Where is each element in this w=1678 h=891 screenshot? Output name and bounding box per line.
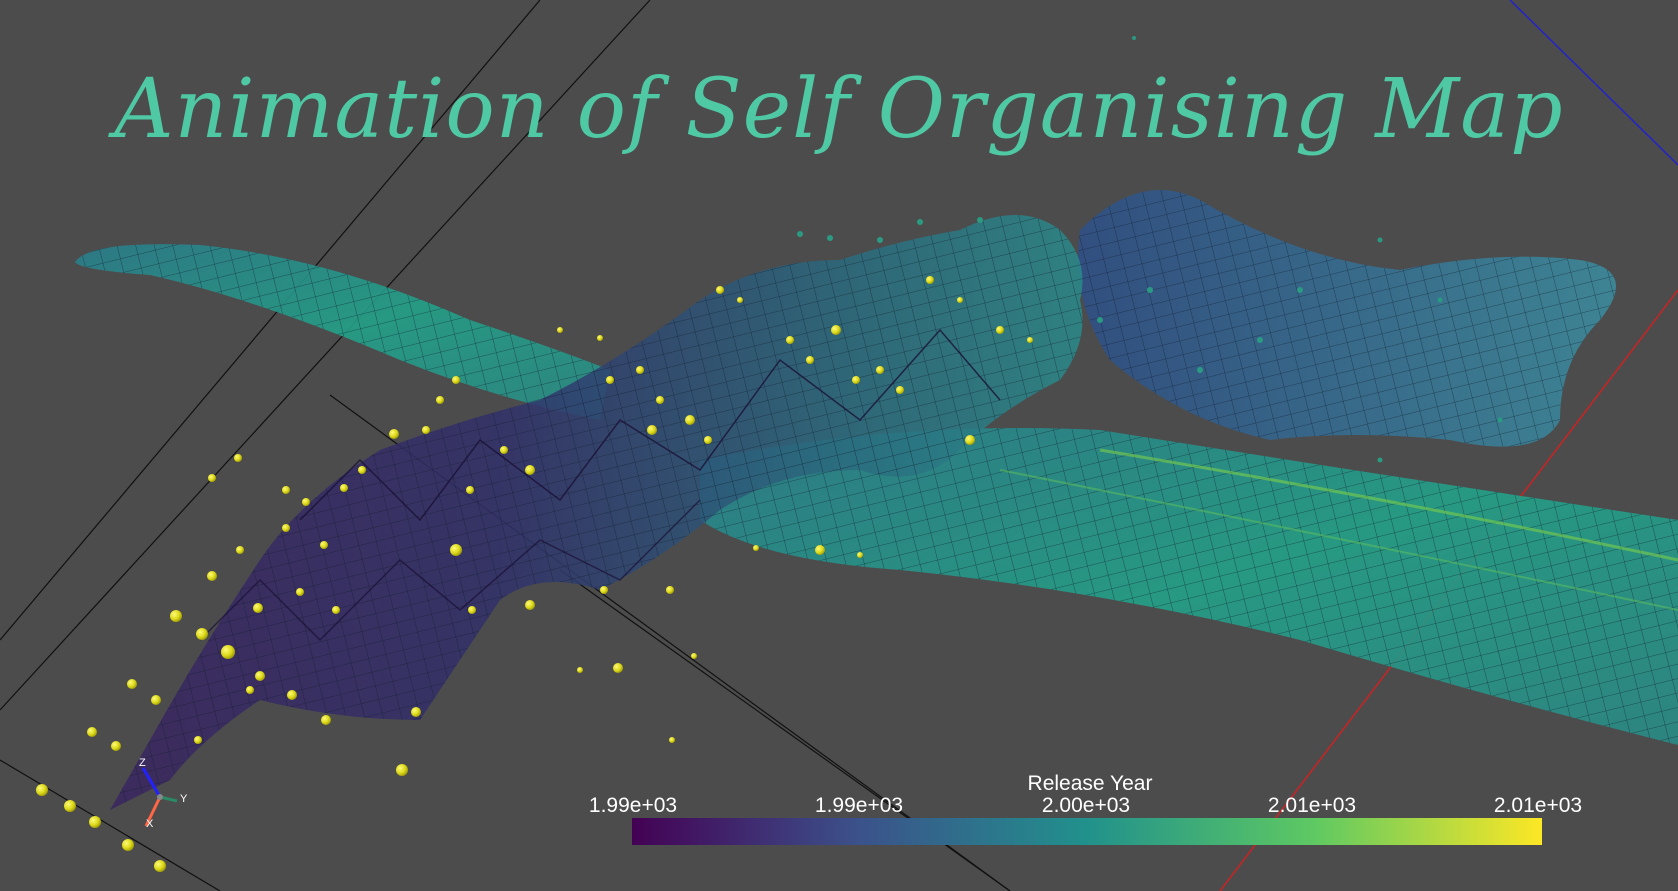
data-points-teal — [797, 36, 1503, 463]
som-surface-right-ribbon — [700, 428, 1678, 745]
colorbar-tick-label: 2.01e+03 — [1267, 794, 1357, 817]
colorbar-tick-label: 2.01e+03 — [1493, 794, 1583, 817]
colorbar-tick-label: 2.00e+03 — [1041, 794, 1131, 817]
orientation-axes-widget — [141, 767, 178, 827]
colorbar-gradient — [632, 818, 1542, 845]
som-surface-center — [110, 215, 1083, 810]
axis-label-x: X — [146, 818, 154, 830]
data-points — [36, 276, 1033, 872]
colorbar-tick-label: 1.99e+03 — [588, 794, 678, 817]
axis-line-blue — [1509, 0, 1678, 166]
som-surface-left-ribbon — [75, 244, 610, 420]
axis-label-z: Z — [139, 757, 146, 769]
som-surface-back — [1078, 190, 1616, 447]
colorbar-title: Release Year — [1027, 772, 1153, 795]
axis-label-y: Y — [180, 793, 188, 805]
video-title: Animation of Self Organising Map — [114, 62, 1564, 157]
colorbar-tick-label: 1.99e+03 — [814, 794, 904, 817]
